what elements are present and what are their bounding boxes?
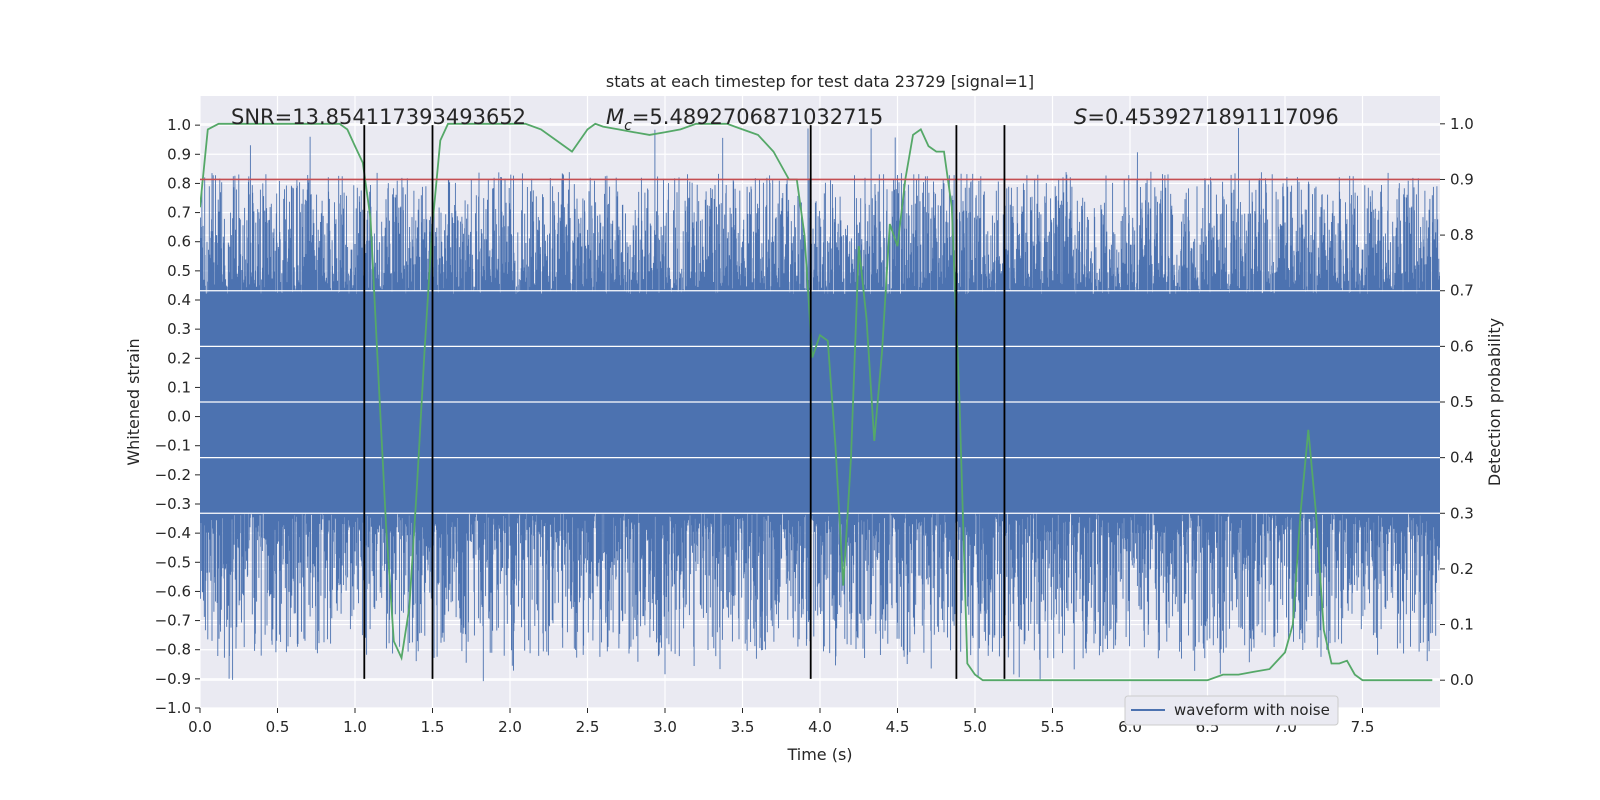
- y-tick-label: 1.0: [167, 116, 191, 134]
- y-axis-label-left: Whitened strain: [124, 338, 143, 465]
- x-tick-label: 4.0: [808, 718, 832, 736]
- x-tick-label: 1.5: [421, 718, 445, 736]
- chart-title: stats at each timestep for test data 237…: [606, 72, 1034, 91]
- y-tick-label: 0.6: [167, 233, 191, 251]
- x-axis-ticks: 0.0 0.5 1.0 1.5 2.0 2.5 3.0 3.5 4.0 4.5 5.0 5.5 6.0 6…: [188, 708, 1374, 736]
- snr-annotation: SNR=13.854117393493652: [231, 105, 526, 129]
- y-tick-label: −0.9: [155, 670, 191, 688]
- x-tick-label: 1.0: [343, 718, 367, 736]
- x-tick-label: 5.0: [963, 718, 987, 736]
- spin-annotation: S=0.4539271891117096: [1074, 105, 1339, 129]
- y-tick-label: −0.5: [155, 553, 191, 571]
- y-tick-label: −0.2: [155, 466, 191, 484]
- event-markers: [363, 125, 1006, 679]
- y-tick-label: −0.7: [155, 612, 191, 630]
- chirp-mass-annotation: Mc=5.4892706871032715: [606, 105, 883, 134]
- y-tick-label: 0.3: [167, 320, 191, 338]
- y-tick-label: −0.6: [155, 582, 191, 600]
- y-tick-label: 0.4: [167, 291, 191, 309]
- x-tick-label: 2.0: [498, 718, 522, 736]
- y-tick-label: −0.3: [155, 495, 191, 513]
- x-axis-label: Time (s): [786, 745, 852, 764]
- y-tick-label-right: 1.0: [1450, 115, 1474, 133]
- y-tick-label: 0.8: [167, 174, 191, 192]
- x-tick-label: 5.5: [1041, 718, 1065, 736]
- legend-box: [1124, 695, 1339, 726]
- x-tick-label: 0.5: [266, 718, 290, 736]
- legend-label-waveform: waveform with noise: [1174, 701, 1330, 719]
- y-tick-label-right: 0.3: [1450, 504, 1474, 522]
- y-tick-label-right: 0.5: [1450, 393, 1474, 411]
- y-tick-label: 0.7: [167, 204, 191, 222]
- x-tick-label: 4.5: [886, 718, 910, 736]
- y-tick-label-right: 0.8: [1450, 226, 1474, 244]
- waveform-series: [200, 128, 1440, 682]
- y-tick-label: 0.1: [167, 378, 191, 396]
- y-tick-label: −1.0: [155, 699, 191, 717]
- y-axis-label-right: Detection probability: [1485, 318, 1504, 486]
- waveform-core: [200, 294, 1440, 513]
- y-tick-label-right: 0.1: [1450, 616, 1474, 634]
- x-tick-label: 0.0: [188, 718, 212, 736]
- y-tick-label-right: 0.7: [1450, 282, 1474, 300]
- y-tick-label-right: 0.0: [1450, 671, 1474, 689]
- y-tick-label-right: 0.2: [1450, 560, 1474, 578]
- y-tick-label: 0.0: [167, 408, 191, 426]
- x-tick-label: 7.5: [1351, 718, 1375, 736]
- y-tick-label: −0.8: [155, 641, 191, 659]
- y-tick-label: −0.1: [155, 437, 191, 455]
- y-tick-label: 0.9: [167, 145, 191, 163]
- y-tick-label-right: 0.4: [1450, 449, 1474, 467]
- y-axis-left-ticks: −1.0 −0.9 −0.8 −0.7 −0.6 −0.5 −0.4 −0.3 −0.2 −0.1…: [155, 116, 200, 717]
- x-tick-label: 2.5: [576, 718, 600, 736]
- probability-series: [200, 122, 1433, 682]
- y-axis-right-ticks: 0.0 0.1 0.2 0.3 0.4 0.5 0.6 0.7 0.8 0.9 1.0: [1440, 115, 1474, 689]
- legend: waveform with noise: [1124, 695, 1339, 726]
- x-tick-label: 3.5: [731, 718, 755, 736]
- probability-line: [200, 122, 1433, 682]
- y-tick-label: 0.5: [167, 262, 191, 280]
- y-tick-label-right: 0.6: [1450, 337, 1474, 355]
- y-tick-label: −0.4: [155, 524, 191, 542]
- x-tick-label: 3.0: [653, 718, 677, 736]
- y-tick-label-right: 0.9: [1450, 170, 1474, 188]
- y-tick-label: 0.2: [167, 349, 191, 367]
